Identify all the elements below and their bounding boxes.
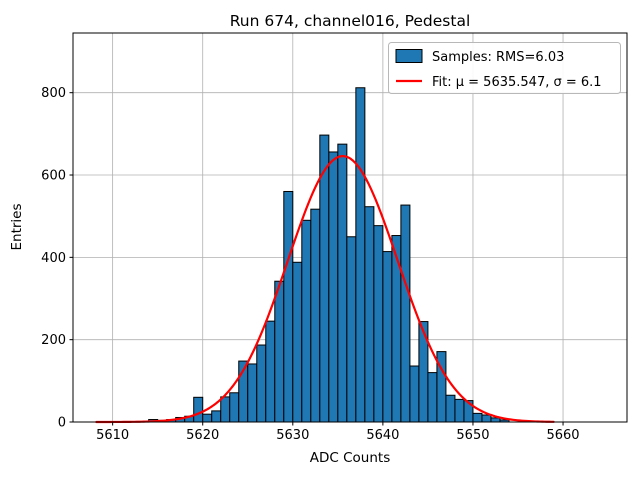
x-tick-label: 5650 bbox=[456, 428, 489, 443]
gaussian-fit-curve bbox=[95, 155, 555, 424]
histogram-bar bbox=[472, 412, 483, 423]
histogram-bar bbox=[256, 344, 267, 423]
histogram-bar bbox=[193, 396, 204, 423]
y-tick-label: 0 bbox=[58, 416, 66, 431]
y-tick-label: 200 bbox=[41, 333, 66, 348]
y-axis-label: Entries bbox=[9, 203, 25, 250]
histogram-bar bbox=[265, 320, 276, 423]
histogram-bar bbox=[445, 394, 456, 423]
y-tick-label: 400 bbox=[41, 251, 66, 266]
legend-samples-swatch bbox=[395, 49, 423, 63]
histogram-bar bbox=[337, 143, 348, 423]
axis-ticks: 5610 5620 5630 5640 5650 5660 0 200 400 600 800 bbox=[41, 86, 579, 443]
histogram-bar bbox=[301, 219, 312, 423]
histogram-bar bbox=[274, 280, 285, 423]
histogram-bar bbox=[346, 236, 357, 423]
histogram-bar bbox=[400, 204, 411, 423]
histogram-bar bbox=[481, 414, 492, 423]
histogram-bar bbox=[211, 410, 222, 423]
legend-samples-label: Samples: RMS=6.03 bbox=[432, 50, 564, 65]
histogram-bar bbox=[310, 208, 321, 423]
histogram-bar bbox=[454, 398, 465, 423]
histogram-bars bbox=[148, 87, 510, 423]
x-tick-label: 5630 bbox=[276, 428, 309, 443]
x-tick-label: 5640 bbox=[366, 428, 399, 443]
histogram-bar bbox=[373, 225, 384, 423]
histogram-bar bbox=[355, 87, 366, 423]
y-tick-label: 600 bbox=[41, 169, 66, 184]
histogram-bar bbox=[364, 206, 375, 423]
histogram-bar bbox=[427, 372, 438, 423]
legend-fit-label: Fit: μ = 5635.547, σ = 6.1 bbox=[432, 75, 602, 90]
histogram-bar bbox=[202, 413, 213, 423]
x-tick-label: 5610 bbox=[96, 428, 129, 443]
legend-box bbox=[388, 42, 621, 94]
plot-title: Run 674, channel016, Pedestal bbox=[230, 12, 471, 30]
histogram-bar bbox=[409, 365, 420, 423]
y-tick-label: 800 bbox=[41, 86, 66, 101]
histogram-bar bbox=[220, 396, 231, 423]
histogram-bar bbox=[382, 251, 393, 423]
histogram-bar bbox=[229, 392, 240, 423]
x-tick-label: 5620 bbox=[186, 428, 219, 443]
legend: Samples: RMS=6.03 Fit: μ = 5635.547, σ =… bbox=[388, 42, 621, 94]
histogram-bar bbox=[328, 151, 339, 423]
axes-box bbox=[72, 32, 628, 423]
histogram-bar bbox=[247, 363, 258, 423]
histogram-bar bbox=[283, 190, 294, 423]
x-axis-label: ADC Counts bbox=[310, 450, 390, 466]
histogram-bar bbox=[292, 261, 303, 423]
x-tick-label: 5660 bbox=[546, 428, 579, 443]
histogram-bar bbox=[490, 417, 501, 423]
